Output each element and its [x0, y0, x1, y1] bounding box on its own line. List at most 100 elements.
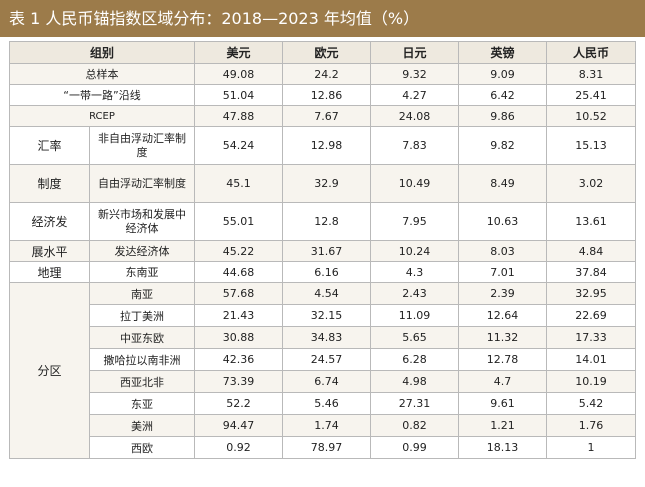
cell-gbp: 8.49 — [458, 164, 548, 203]
table-row: 中亚东欧 30.88 34.83 5.65 11.32 17.33 — [10, 326, 637, 349]
cell-usd: 30.88 — [194, 326, 284, 349]
group-label-development-bottom: 展水平 — [9, 240, 90, 262]
row-label: 撒哈拉以南非洲 — [88, 348, 196, 371]
cell-eur: 32.9 — [282, 164, 372, 203]
header-usd: 美元 — [194, 41, 284, 64]
cell-eur: 32.15 — [282, 304, 372, 327]
cell-eur: 78.97 — [282, 436, 372, 459]
header-rmb: 人民币 — [546, 41, 637, 64]
row-label: 东亚 — [88, 392, 196, 415]
cell-rmb: 3.02 — [546, 164, 637, 203]
cell-usd: 44.68 — [194, 261, 284, 283]
row-label: 自由浮动汇率制度 — [88, 164, 196, 203]
cell-rmb: 37.84 — [546, 261, 637, 283]
cell-usd: 45.22 — [194, 240, 284, 262]
cell-gbp: 9.82 — [458, 126, 548, 165]
cell-eur: 31.67 — [282, 240, 372, 262]
table-row: 汇率 非自由浮动汇率制度 54.24 12.98 7.83 9.82 15.13 — [9, 126, 637, 165]
cell-eur: 24.2 — [282, 63, 372, 85]
cell-gbp: 2.39 — [458, 282, 548, 305]
header-gbp: 英镑 — [458, 41, 548, 64]
cell-rmb: 4.84 — [546, 240, 637, 262]
cell-rmb: 17.33 — [546, 326, 637, 349]
table-title: 表 1 人民币锚指数区域分布：2018—2023 年均值（%） — [0, 0, 645, 37]
group-label-region-bottom: 分区 — [9, 282, 90, 459]
cell-gbp: 12.78 — [458, 348, 548, 371]
cell-gbp: 9.86 — [458, 105, 548, 127]
cell-eur: 12.86 — [282, 84, 372, 106]
cell-jpy: 7.83 — [370, 126, 460, 165]
header-jpy: 日元 — [370, 41, 460, 64]
cell-jpy: 10.49 — [370, 164, 460, 203]
row-label: 南亚 — [88, 282, 196, 305]
cell-usd: 54.24 — [194, 126, 284, 165]
table-row: 美洲 94.47 1.74 0.82 1.21 1.76 — [10, 414, 637, 437]
cell-usd: 73.39 — [194, 370, 284, 393]
cell-gbp: 9.09 — [458, 63, 548, 85]
cell-gbp: 1.21 — [458, 414, 548, 437]
cell-rmb: 25.41 — [546, 84, 637, 106]
cell-gbp: 11.32 — [458, 326, 548, 349]
cell-rmb: 14.01 — [546, 348, 637, 371]
data-table: 组别 美元 欧元 日元 英镑 人民币 总样本 49.08 24.2 9.32 9… — [8, 41, 637, 459]
cell-rmb: 1.76 — [546, 414, 637, 437]
group-label-development-top: 经济发 — [9, 202, 90, 241]
cell-rmb: 22.69 — [546, 304, 637, 327]
cell-jpy: 4.98 — [370, 370, 460, 393]
cell-jpy: 24.08 — [370, 105, 460, 127]
cell-usd: 51.04 — [194, 84, 284, 106]
cell-usd: 47.88 — [194, 105, 284, 127]
cell-eur: 7.67 — [282, 105, 372, 127]
cell-usd: 21.43 — [194, 304, 284, 327]
cell-usd: 0.92 — [194, 436, 284, 459]
cell-eur: 6.74 — [282, 370, 372, 393]
cell-gbp: 9.61 — [458, 392, 548, 415]
row-label: “一带一路”沿线 — [8, 84, 196, 106]
cell-eur: 6.16 — [282, 261, 372, 283]
table-row: 总样本 49.08 24.2 9.32 9.09 8.31 — [8, 63, 637, 85]
header-group: 组别 — [8, 41, 196, 64]
cell-rmb: 1 — [546, 436, 637, 459]
cell-rmb: 5.42 — [546, 392, 637, 415]
table-row: 撒哈拉以南非洲 42.36 24.57 6.28 12.78 14.01 — [10, 348, 637, 371]
table-row: 拉丁美洲 21.43 32.15 11.09 12.64 22.69 — [10, 304, 637, 327]
cell-jpy: 5.65 — [370, 326, 460, 349]
cell-usd: 45.1 — [194, 164, 284, 203]
row-label: 新兴市场和发展中经济体 — [88, 202, 196, 241]
table-row: “一带一路”沿线 51.04 12.86 4.27 6.42 25.41 — [8, 84, 637, 106]
cell-jpy: 4.27 — [370, 84, 460, 106]
cell-jpy: 2.43 — [370, 282, 460, 305]
table-row: 西欧 0.92 78.97 0.99 18.13 1 — [10, 436, 637, 459]
cell-rmb: 13.61 — [546, 202, 637, 241]
cell-gbp: 6.42 — [458, 84, 548, 106]
group-label-regime-top: 汇率 — [9, 126, 90, 165]
cell-rmb: 10.19 — [546, 370, 637, 393]
cell-usd: 52.2 — [194, 392, 284, 415]
cell-rmb: 15.13 — [546, 126, 637, 165]
cell-eur: 12.98 — [282, 126, 372, 165]
cell-jpy: 9.32 — [370, 63, 460, 85]
cell-eur: 1.74 — [282, 414, 372, 437]
table-row: 地理 东南亚 44.68 6.16 4.3 7.01 37.84 — [9, 261, 637, 283]
row-label: 西亚北非 — [88, 370, 196, 393]
table-row: 东亚 52.2 5.46 27.31 9.61 5.42 — [10, 392, 637, 415]
cell-jpy: 0.82 — [370, 414, 460, 437]
cell-jpy: 11.09 — [370, 304, 460, 327]
cell-rmb: 32.95 — [546, 282, 637, 305]
cell-gbp: 4.7 — [458, 370, 548, 393]
cell-usd: 94.47 — [194, 414, 284, 437]
row-label: 非自由浮动汇率制度 — [88, 126, 196, 165]
row-label: 西欧 — [88, 436, 196, 459]
cell-eur: 4.54 — [282, 282, 372, 305]
header-eur: 欧元 — [282, 41, 372, 64]
row-label: 东南亚 — [88, 261, 196, 283]
row-label: 拉丁美洲 — [88, 304, 196, 327]
cell-jpy: 10.24 — [370, 240, 460, 262]
cell-eur: 34.83 — [282, 326, 372, 349]
cell-gbp: 8.03 — [458, 240, 548, 262]
table-row: RCEP 47.88 7.67 24.08 9.86 10.52 — [8, 105, 637, 127]
cell-usd: 55.01 — [194, 202, 284, 241]
cell-gbp: 10.63 — [458, 202, 548, 241]
row-label: 中亚东欧 — [88, 326, 196, 349]
cell-jpy: 4.3 — [370, 261, 460, 283]
